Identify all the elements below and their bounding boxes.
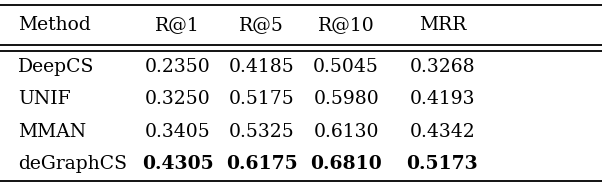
Text: Method: Method (18, 16, 91, 34)
Text: UNIF: UNIF (18, 90, 70, 108)
Text: 0.4193: 0.4193 (410, 90, 475, 108)
Text: 0.6810: 0.6810 (310, 155, 382, 173)
Text: R@5: R@5 (240, 16, 284, 34)
Text: MMAN: MMAN (18, 123, 86, 141)
Text: 0.5045: 0.5045 (313, 58, 379, 76)
Text: 0.4342: 0.4342 (409, 123, 476, 141)
Text: deGraphCS: deGraphCS (18, 155, 127, 173)
Text: 0.4305: 0.4305 (142, 155, 213, 173)
Text: 0.5325: 0.5325 (229, 123, 295, 141)
Text: 0.5173: 0.5173 (406, 155, 479, 173)
Text: 0.6130: 0.6130 (314, 123, 379, 141)
Text: 0.5175: 0.5175 (229, 90, 295, 108)
Text: 0.2350: 0.2350 (144, 58, 211, 76)
Text: 0.4185: 0.4185 (229, 58, 295, 76)
Text: 0.3268: 0.3268 (409, 58, 476, 76)
Text: 0.6175: 0.6175 (226, 155, 297, 173)
Text: 0.3250: 0.3250 (144, 90, 211, 108)
Text: 0.3405: 0.3405 (144, 123, 211, 141)
Text: R@10: R@10 (318, 16, 374, 34)
Text: 0.5980: 0.5980 (313, 90, 379, 108)
Text: DeepCS: DeepCS (18, 58, 95, 76)
Text: MRR: MRR (419, 16, 466, 34)
Text: R@1: R@1 (155, 16, 200, 34)
